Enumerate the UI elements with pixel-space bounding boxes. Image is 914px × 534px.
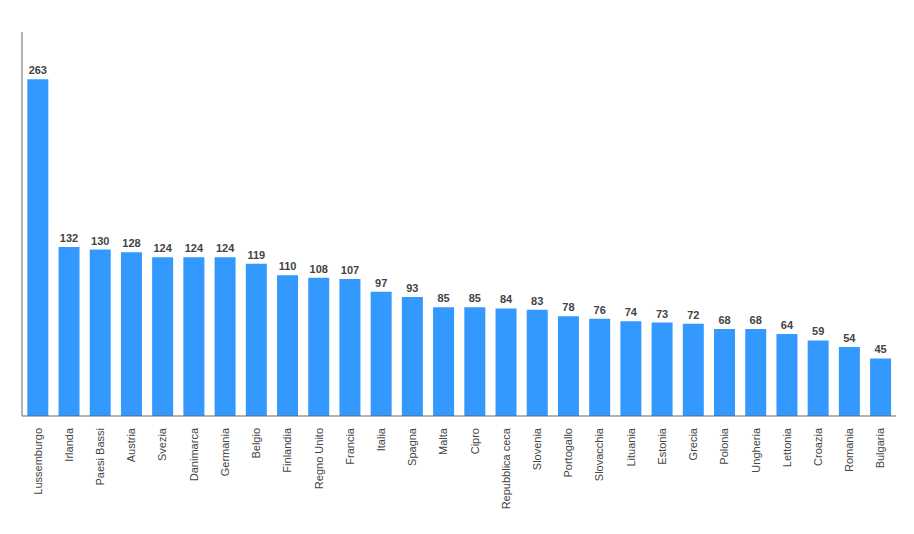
svg-text:Svezia: Svezia	[156, 427, 168, 461]
svg-text:Ungheria: Ungheria	[750, 427, 762, 473]
svg-text:Spagna: Spagna	[406, 427, 418, 466]
svg-text:54: 54	[843, 332, 856, 344]
svg-text:76: 76	[594, 304, 606, 316]
svg-text:Croazia: Croazia	[812, 427, 824, 466]
svg-text:Polonia: Polonia	[718, 427, 730, 465]
svg-text:Portogallo: Portogallo	[562, 428, 574, 478]
svg-text:Malta: Malta	[437, 427, 449, 455]
svg-text:Austria: Austria	[125, 427, 137, 462]
svg-text:124: 124	[185, 242, 204, 254]
svg-text:119: 119	[247, 249, 265, 261]
svg-text:128: 128	[122, 237, 140, 249]
svg-text:Romania: Romania	[843, 427, 855, 472]
svg-text:Germania: Germania	[219, 427, 231, 476]
svg-text:Repubblica ceca: Repubblica ceca	[500, 427, 512, 509]
svg-text:Grecia: Grecia	[687, 427, 699, 460]
svg-text:68: 68	[718, 314, 730, 326]
svg-text:Italia: Italia	[375, 427, 387, 451]
svg-text:78: 78	[562, 301, 574, 313]
svg-text:64: 64	[781, 319, 794, 331]
svg-text:110: 110	[279, 260, 297, 272]
svg-text:Paesi Bassi: Paesi Bassi	[94, 428, 106, 485]
svg-text:Belgio: Belgio	[250, 428, 262, 459]
svg-text:Bulgaria: Bulgaria	[874, 427, 886, 468]
svg-text:Slovenia: Slovenia	[531, 427, 543, 470]
svg-text:83: 83	[531, 295, 543, 307]
svg-text:68: 68	[750, 314, 762, 326]
svg-text:107: 107	[341, 264, 359, 276]
svg-text:Slovacchia: Slovacchia	[593, 427, 605, 481]
svg-text:Irlanda: Irlanda	[63, 427, 75, 462]
svg-text:Regno Unito: Regno Unito	[313, 428, 325, 489]
svg-text:93: 93	[406, 282, 418, 294]
svg-text:85: 85	[469, 292, 481, 304]
svg-text:Lettonia: Lettonia	[781, 427, 793, 467]
svg-text:132: 132	[60, 232, 78, 244]
svg-text:Estonia: Estonia	[656, 427, 668, 465]
svg-text:124: 124	[216, 242, 235, 254]
svg-text:Finlandia: Finlandia	[281, 427, 293, 473]
svg-text:Danimarca: Danimarca	[188, 427, 200, 481]
svg-text:45: 45	[874, 343, 886, 355]
svg-text:84: 84	[500, 293, 513, 305]
svg-text:Cipro: Cipro	[469, 428, 481, 454]
svg-text:130: 130	[91, 235, 109, 247]
svg-text:85: 85	[437, 292, 449, 304]
svg-text:97: 97	[375, 277, 387, 289]
svg-text:263: 263	[29, 64, 47, 76]
svg-text:74: 74	[625, 306, 638, 318]
svg-text:72: 72	[687, 309, 699, 321]
svg-text:Francia: Francia	[344, 427, 356, 465]
svg-text:Lussemburgo: Lussemburgo	[32, 428, 44, 495]
svg-text:59: 59	[812, 325, 824, 337]
svg-text:Lituania: Lituania	[625, 427, 637, 466]
svg-text:73: 73	[656, 308, 668, 320]
svg-text:124: 124	[153, 242, 172, 254]
svg-text:108: 108	[310, 263, 328, 275]
